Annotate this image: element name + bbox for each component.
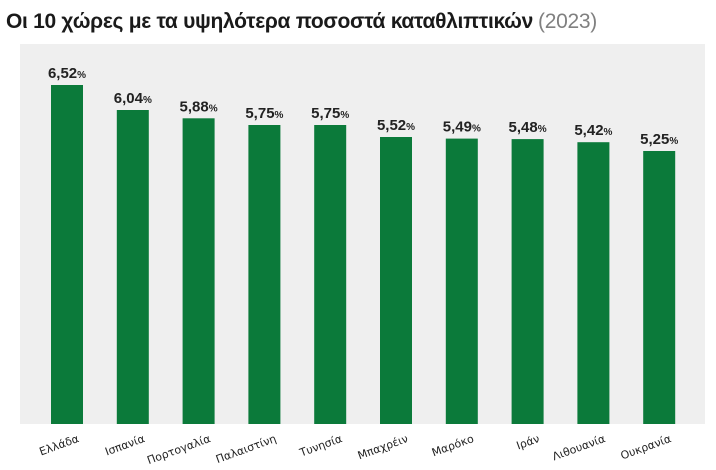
data-label-7: 5,49% [443,119,481,136]
bar-3 [182,118,215,425]
bar-6 [380,137,412,424]
category-label-1: Ελλάδα [38,432,81,458]
category-label-2: Ισπανία [103,432,146,458]
category-label-3: Πορτογαλία [145,432,212,467]
bar-10 [643,151,676,424]
bar-4 [248,125,281,424]
data-label-3: 5,88% [180,98,218,115]
category-label-8: Ιράν [515,432,542,452]
chart-title: Οι 10 χώρες με τα υψηλότερα ποσοστά κατα… [6,10,534,33]
bar-2 [116,110,149,424]
bar-8 [511,139,544,424]
category-label-6: Μπαχρέιν [356,432,410,462]
data-label-9: 5,42% [574,122,612,139]
category-label-7: Μαρόκο [430,432,476,459]
category-label-5: Τυνησία [297,432,344,460]
data-label-1: 6,52% [48,65,86,82]
category-label-9: Λιθουανία [551,432,608,463]
bar-1 [51,85,83,424]
data-label-4: 5,75% [245,105,283,122]
data-label-2: 6,04% [114,90,152,107]
title-row: Οι 10 χώρες με τα υψηλότερα ποσοστά κατα… [6,10,597,34]
bar-5 [314,125,347,424]
bar-9 [577,142,610,424]
data-label-10: 5,25% [640,131,678,148]
category-label-10: Ουκρανία [619,432,673,462]
chart-subtitle: (2023) [538,10,597,33]
data-label-6: 5,52% [377,117,415,134]
category-label-4: Παλαιστίνη [214,432,278,466]
bar-7 [445,138,478,424]
data-label-8: 5,48% [509,119,547,136]
data-label-5: 5,75% [311,105,349,122]
